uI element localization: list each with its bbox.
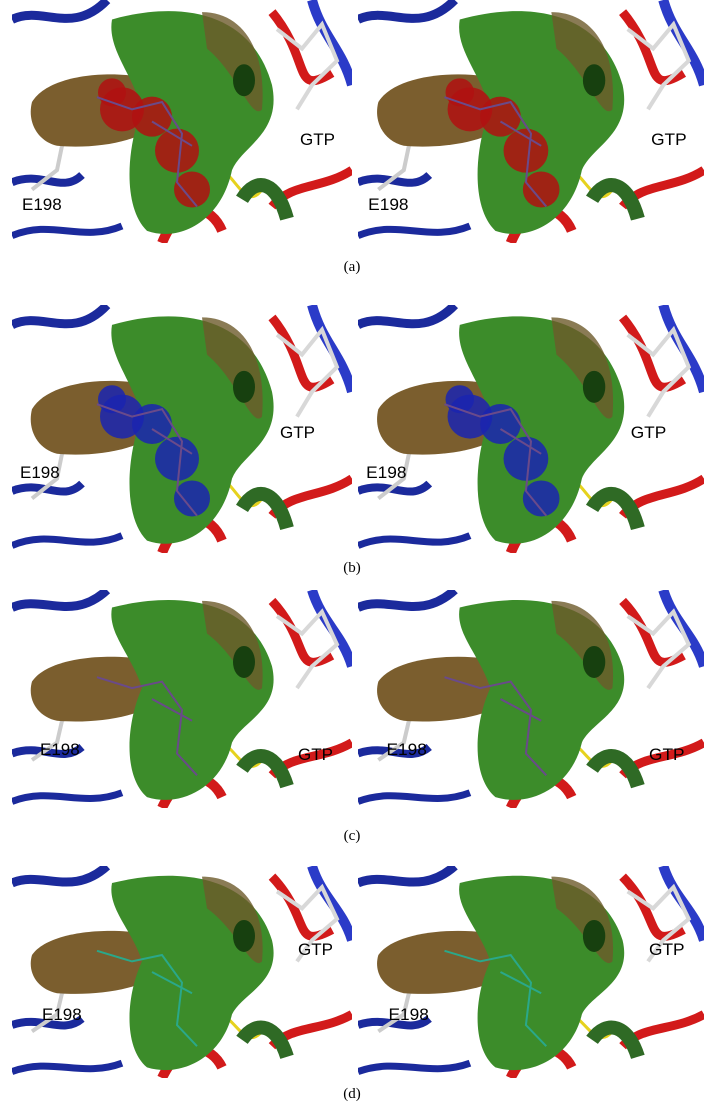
molecular-view: E198 GTP <box>12 305 352 553</box>
gtp-label: GTP <box>298 940 333 959</box>
gtp-label: GTP <box>649 744 685 764</box>
gtp-label: GTP <box>280 423 315 442</box>
scene: E198 GTP <box>12 866 352 1078</box>
scene: E198 GTP <box>12 0 352 243</box>
panel-caption: (a) <box>344 259 361 275</box>
pocket <box>233 646 255 678</box>
molecular-view: E198 GTP <box>12 0 352 243</box>
gtp-label: GTP <box>298 745 333 764</box>
molecular-view: E198 GTP <box>358 0 704 243</box>
residue-label: E198 <box>42 1005 82 1024</box>
gtp-label: GTP <box>631 422 667 442</box>
scene: E198 GTP <box>358 305 704 553</box>
residue-label: E198 <box>368 194 408 214</box>
pocket <box>233 64 255 96</box>
ribbon <box>12 793 122 802</box>
molecular-view: E198 GTP <box>358 305 704 553</box>
molecular-view: E198 GTP <box>358 866 704 1078</box>
molecular-view: E198 GTP <box>12 590 352 808</box>
panel-caption: (b) <box>343 560 361 576</box>
pocket <box>583 371 605 403</box>
ribbon <box>358 1063 470 1071</box>
residue-label: E198 <box>22 195 62 214</box>
gtp-label: GTP <box>300 130 335 149</box>
residue-label: E198 <box>20 463 60 482</box>
scene: E198 GTP <box>358 0 704 243</box>
ligand-sphere <box>174 172 210 208</box>
ribbon <box>358 793 470 802</box>
ligand-sphere <box>155 129 199 173</box>
residue-label: E198 <box>386 739 426 759</box>
pocket <box>583 646 605 678</box>
ribbon <box>12 1063 122 1071</box>
panel-caption: (d) <box>343 1086 361 1102</box>
ligand-sphere <box>523 172 560 208</box>
pocket <box>233 920 255 952</box>
molecular-view: E198 GTP <box>358 590 704 808</box>
gtp-label: GTP <box>651 129 687 149</box>
residue-label: E198 <box>389 1004 429 1024</box>
molecular-view: E198 GTP <box>12 866 352 1078</box>
scene: E198 GTP <box>12 590 352 808</box>
residue-label: E198 <box>40 740 80 759</box>
ribbon <box>12 226 122 236</box>
scene: E198 GTP <box>358 866 704 1078</box>
pocket <box>583 920 605 952</box>
pocket <box>583 64 605 96</box>
pocket <box>233 371 255 403</box>
ribbon <box>358 226 470 236</box>
panel-caption: (c) <box>344 828 361 844</box>
gtp-label: GTP <box>649 939 685 959</box>
scene: E198 GTP <box>358 590 704 808</box>
ligand-sphere <box>504 129 549 173</box>
residue-label: E198 <box>366 462 406 482</box>
scene: E198 GTP <box>12 305 352 553</box>
figure: E198 GTP E198 GTP (a) E198 GTP E198 GTP (b) E198 GT… <box>0 0 704 1109</box>
